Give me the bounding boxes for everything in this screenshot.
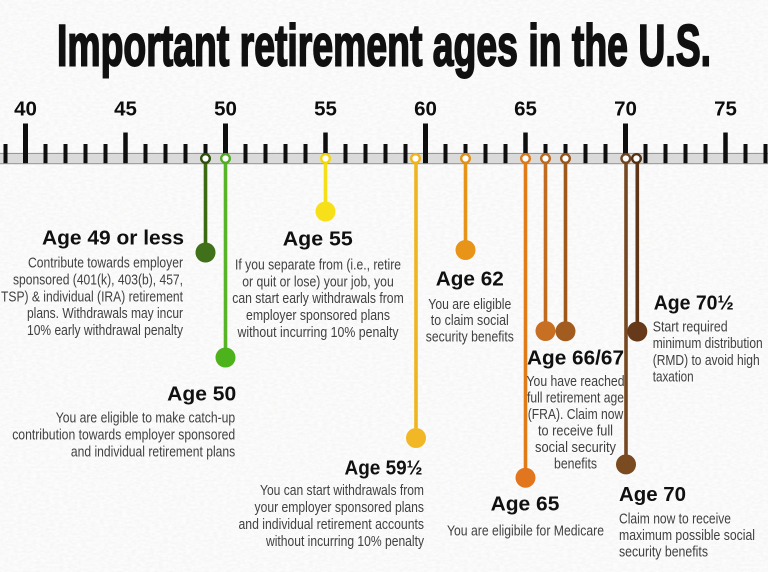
svg-text:Age 66/67: Age 66/67	[527, 348, 624, 370]
svg-text:Age 49 or less: Age 49 or less	[42, 227, 184, 249]
svg-text:50: 50	[214, 98, 237, 121]
svg-text:(RMD) to avoid high: (RMD) to avoid high	[653, 353, 760, 369]
svg-text:TSP) & individual (IRA) retire: TSP) & individual (IRA) retirement	[1, 289, 183, 305]
svg-text:or quit or lose) your job, you: or quit or lose) your job, you	[242, 275, 394, 291]
svg-text:Age 50: Age 50	[167, 384, 236, 406]
svg-text:maximum possible social: maximum possible social	[619, 528, 755, 544]
svg-text:Important retirement ages in t: Important retirement ages in the U.S.	[57, 14, 711, 79]
svg-text:to receive full: to receive full	[538, 424, 613, 440]
svg-text:sponsored (401(k), 403(b), 457: sponsored (401(k), 403(b), 457,	[13, 272, 183, 288]
svg-text:75: 75	[714, 98, 737, 121]
svg-text:security benefits: security benefits	[426, 329, 514, 345]
svg-text:and individual retirement acco: and individual retirement accounts	[239, 517, 425, 533]
svg-text:If you separate from (i.e., re: If you separate from (i.e., retire	[235, 258, 401, 274]
svg-text:your employer sponsored plans: your employer sponsored plans	[255, 500, 425, 516]
svg-text:Age 70½: Age 70½	[654, 292, 734, 314]
svg-text:55: 55	[314, 98, 337, 121]
svg-text:You can start withdrawals from: You can start withdrawals from	[260, 483, 424, 499]
svg-text:Start required: Start required	[653, 319, 728, 335]
svg-text:70: 70	[614, 98, 637, 121]
svg-text:social security: social security	[535, 440, 617, 456]
svg-text:and individual retirement plan: and individual retirement plans	[71, 445, 235, 461]
svg-text:You are eligible to make catch: You are eligible to make catch-up	[56, 411, 236, 427]
svg-text:Age 65: Age 65	[491, 494, 560, 516]
svg-text:(FRA). Claim now: (FRA). Claim now	[528, 407, 624, 423]
svg-text:employer sponsored plans: employer sponsored plans	[246, 308, 390, 324]
svg-text:60: 60	[414, 98, 437, 121]
svg-text:without incurring 10% penalty: without incurring 10% penalty	[265, 534, 424, 550]
svg-text:Age 55: Age 55	[283, 228, 353, 250]
svg-text:security benefits: security benefits	[619, 545, 708, 561]
svg-text:You have reached: You have reached	[527, 374, 625, 390]
svg-text:Contribute towards employer: Contribute towards employer	[28, 255, 183, 271]
svg-text:without incurring 10% penalty: without incurring 10% penalty	[237, 325, 399, 341]
svg-text:contribution towards employer: contribution towards employer sponsored	[12, 428, 235, 444]
svg-text:Age 70: Age 70	[619, 484, 686, 506]
svg-text:minimum distribution: minimum distribution	[653, 336, 763, 352]
svg-text:You are eligible: You are eligible	[428, 297, 511, 313]
svg-text:65: 65	[514, 98, 537, 121]
svg-text:40: 40	[14, 98, 37, 121]
svg-text:can start early withdrawals fr: can start early withdrawals from	[232, 291, 404, 307]
svg-text:Age 62: Age 62	[436, 269, 504, 291]
svg-text:You are eligibile for Medicare: You are eligibile for Medicare	[447, 523, 604, 539]
svg-text:Claim now to receive: Claim now to receive	[619, 511, 731, 527]
svg-text:10% early withdrawal penalty: 10% early withdrawal penalty	[27, 323, 184, 339]
svg-text:to claim social: to claim social	[431, 313, 509, 329]
svg-text:45: 45	[114, 98, 137, 121]
svg-text:taxation: taxation	[653, 370, 694, 386]
svg-text:benefits: benefits	[554, 457, 597, 473]
svg-text:Age 59½: Age 59½	[345, 458, 423, 480]
svg-text:plans. Withdrawals may incur: plans. Withdrawals may incur	[27, 306, 183, 322]
svg-text:full retirement age: full retirement age	[527, 391, 624, 407]
